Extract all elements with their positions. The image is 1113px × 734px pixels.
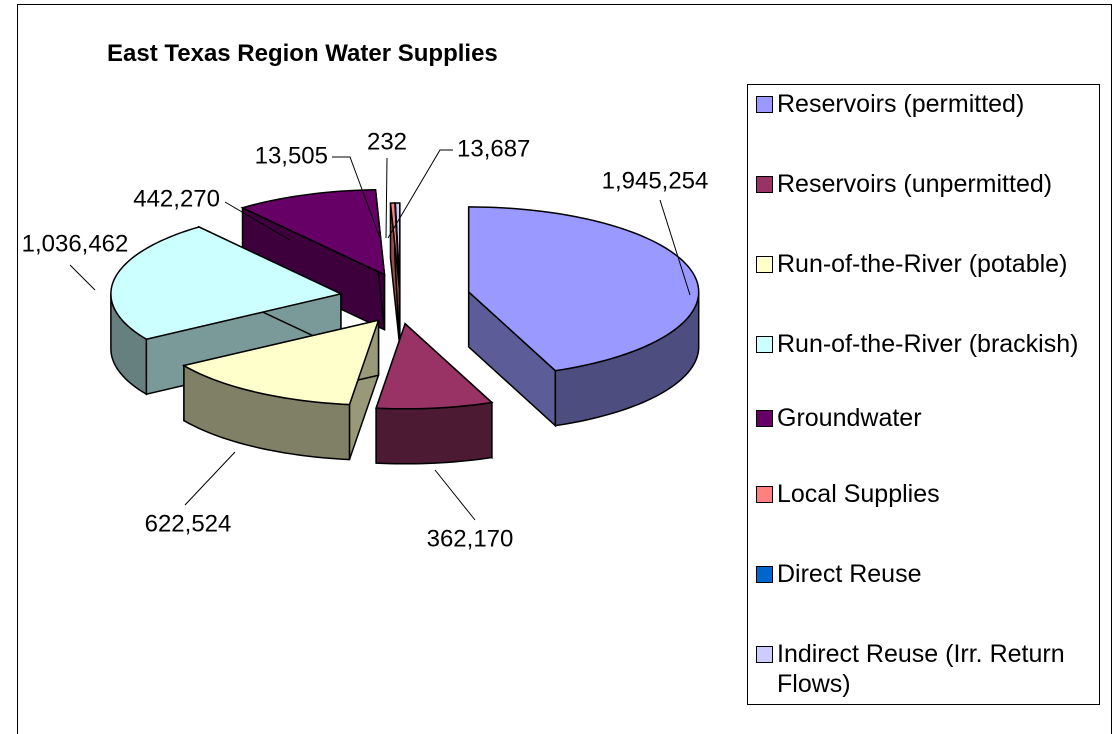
legend-label: Reservoirs (permitted) bbox=[777, 90, 1025, 118]
slice-side bbox=[375, 401, 493, 465]
legend-label: Run-of-the-River (potable) bbox=[777, 250, 1068, 278]
slice-top bbox=[110, 226, 344, 340]
legend-label: Reservoirs (unpermitted) bbox=[777, 170, 1053, 198]
pie-slice bbox=[240, 188, 386, 331]
legend-swatch bbox=[756, 256, 773, 273]
slice-top bbox=[375, 322, 494, 410]
legend-swatch bbox=[756, 646, 773, 663]
slice-top bbox=[181, 319, 380, 406]
legend-entry: Run-of-the-River (potable) bbox=[756, 249, 1091, 279]
legend-entry: Reservoirs (unpermitted) bbox=[756, 169, 1091, 199]
data-label: 1,945,254 bbox=[602, 167, 709, 194]
legend-entry: Direct Reuse bbox=[756, 559, 1091, 589]
leader-line bbox=[659, 199, 691, 296]
legend-label: Local Supplies bbox=[777, 480, 940, 508]
slice-top bbox=[389, 202, 401, 289]
pie-slice bbox=[181, 319, 380, 461]
chart-title: East Texas Region Water Supplies bbox=[107, 40, 498, 67]
legend-label: Run-of-the-River (brackish) bbox=[777, 330, 1079, 358]
chart-border bbox=[17, 4, 1112, 734]
data-label: 13,505 bbox=[255, 142, 328, 169]
legend-swatch bbox=[756, 566, 773, 583]
legend-swatch bbox=[756, 336, 773, 353]
leader-line bbox=[184, 451, 236, 506]
legend: Reservoirs (permitted) Reservoirs (unperm… bbox=[747, 84, 1100, 705]
data-label: 1,036,462 bbox=[22, 230, 129, 257]
legend-swatch bbox=[756, 486, 773, 503]
data-label: 13,687 bbox=[457, 135, 530, 162]
data-label: 442,270 bbox=[133, 185, 220, 212]
legend-entry: Reservoirs (permitted) bbox=[756, 89, 1091, 119]
legend-entry: Groundwater bbox=[756, 403, 1091, 433]
leader-line bbox=[332, 156, 381, 239]
leader-line bbox=[224, 201, 291, 241]
legend-swatch bbox=[756, 176, 773, 193]
data-label: 232 bbox=[367, 128, 407, 155]
pie-slice bbox=[467, 206, 700, 428]
legend-entry: Indirect Reuse (Irr. Return Flows) bbox=[756, 639, 1091, 699]
pie-slice bbox=[375, 322, 494, 465]
legend-entry: Run-of-the-River (brackish) bbox=[756, 329, 1091, 359]
legend-label: Indirect Reuse (Irr. Return Flows) bbox=[777, 640, 1065, 698]
legend-swatch bbox=[756, 410, 773, 427]
legend-label: Direct Reuse bbox=[777, 560, 922, 588]
data-label: 622,524 bbox=[145, 510, 232, 537]
slice-top bbox=[240, 188, 386, 276]
slice-top bbox=[467, 206, 700, 372]
legend-swatch bbox=[756, 96, 773, 113]
leader-line bbox=[385, 157, 388, 239]
leader-line bbox=[69, 264, 96, 291]
leader-line bbox=[387, 149, 453, 239]
data-label: 362,170 bbox=[427, 525, 514, 552]
legend-label: Groundwater bbox=[777, 404, 922, 432]
legend-entry: Local Supplies bbox=[756, 479, 1091, 509]
leader-line bbox=[434, 469, 476, 521]
pie-slice bbox=[389, 202, 401, 344]
